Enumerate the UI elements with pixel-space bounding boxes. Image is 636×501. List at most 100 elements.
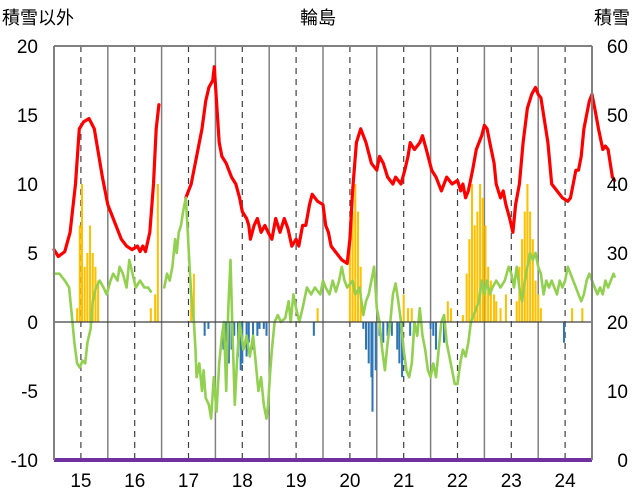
chart-title: 輪島: [300, 8, 336, 28]
x-tick-label: 24: [555, 471, 577, 492]
bar: [450, 308, 453, 322]
bar: [83, 266, 86, 322]
bar: [406, 308, 410, 322]
bar: [97, 280, 100, 322]
bar: [149, 308, 152, 322]
bar: [531, 239, 534, 322]
bar: [446, 301, 449, 322]
bar: [247, 322, 250, 343]
right-axis-label: 積雪: [594, 8, 630, 28]
bar: [80, 184, 83, 322]
bar: [386, 322, 389, 336]
bar: [398, 322, 401, 364]
left-tick-label: 15: [17, 106, 38, 127]
bar: [154, 294, 157, 322]
x-tick-label: 20: [339, 471, 360, 492]
bar: [489, 280, 492, 322]
bar: [354, 184, 357, 322]
bar: [434, 322, 438, 350]
bar: [203, 322, 206, 336]
bar: [499, 308, 502, 322]
x-tick-label: 23: [501, 471, 522, 492]
bar: [534, 280, 537, 322]
line-layer: [52, 65, 617, 420]
right-tick-label: 10: [607, 382, 628, 403]
x-axis-ticks: 15 16 17 18 19 20 21 22 23 24: [70, 471, 576, 492]
bar: [479, 184, 482, 322]
right-tick-label: 60: [607, 37, 628, 58]
bar: [461, 315, 464, 322]
bar: [432, 322, 435, 336]
bar: [371, 322, 374, 412]
left-tick-label: 10: [17, 175, 38, 196]
bar: [192, 273, 195, 322]
bar: [581, 308, 584, 322]
bar: [316, 308, 319, 322]
bar: [484, 225, 487, 322]
bar: [89, 225, 92, 322]
bar: [225, 322, 228, 343]
bar: [429, 322, 432, 329]
right-tick-label: 40: [607, 175, 628, 196]
bar: [374, 322, 377, 371]
right-tick-label: 50: [607, 106, 628, 127]
snow-line: [52, 103, 161, 259]
bar: [348, 239, 351, 322]
bar: [515, 301, 518, 322]
bar: [443, 322, 446, 343]
bar: [86, 253, 89, 322]
bar: [239, 322, 242, 371]
bar: [563, 322, 566, 343]
bar: [504, 294, 507, 322]
bar: [351, 211, 354, 322]
bar: [258, 322, 261, 329]
bar: [256, 322, 259, 336]
bar: [537, 294, 540, 322]
right-tick-label: 0: [617, 451, 628, 472]
left-tick-label: -5: [21, 382, 38, 403]
x-tick-label: 15: [70, 471, 91, 492]
left-axis-label: 積雪以外: [2, 8, 74, 28]
bar: [518, 266, 521, 322]
bar: [262, 322, 265, 329]
bar: [390, 322, 393, 336]
bar: [487, 266, 490, 322]
bar: [207, 322, 210, 329]
bar: [402, 294, 405, 322]
bar: [529, 211, 532, 322]
bar: [190, 294, 193, 322]
green-line: [52, 258, 153, 369]
bar: [265, 322, 268, 336]
grid-lines: [80, 46, 566, 460]
bar: [370, 322, 373, 378]
bar: [465, 273, 468, 322]
bar: [481, 197, 484, 322]
bar: [233, 322, 236, 336]
x-tick-label: 22: [447, 471, 468, 492]
right-tick-label: 30: [607, 244, 628, 265]
bar: [312, 322, 315, 336]
bar: [76, 308, 79, 322]
green-line: [163, 196, 616, 420]
bar: [91, 253, 94, 322]
x-tick-label: 17: [178, 471, 199, 492]
right-tick-label: 20: [607, 313, 628, 334]
bar: [468, 239, 471, 322]
left-tick-label: -10: [11, 451, 38, 472]
right-axis-ticks: 60 50 40 30 20 10 0: [607, 37, 628, 472]
bar: [367, 322, 370, 364]
bar: [362, 322, 365, 329]
bar: [521, 239, 524, 322]
left-tick-label: 5: [27, 244, 38, 265]
bar: [493, 294, 496, 322]
bar: [365, 322, 368, 350]
bar: [410, 308, 413, 322]
axes: [53, 45, 593, 462]
x-tick-label: 21: [393, 471, 414, 492]
bar: [78, 225, 81, 322]
bar: [471, 184, 474, 322]
x-tick-label: 16: [124, 471, 145, 492]
bar: [526, 184, 529, 322]
bar: [523, 211, 526, 322]
